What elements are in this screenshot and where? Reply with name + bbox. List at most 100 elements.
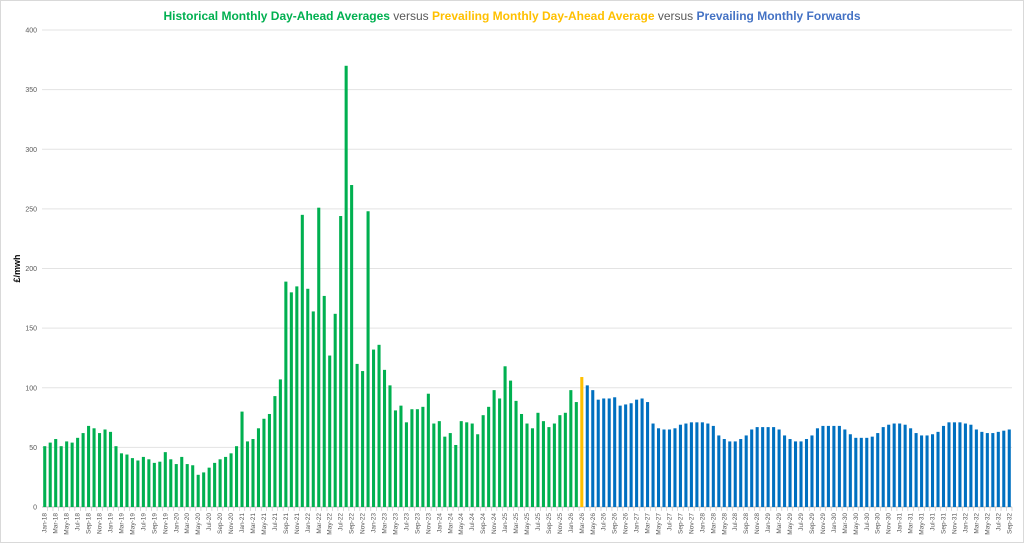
- x-tick-label: May-24: [458, 513, 465, 535]
- x-tick-label: Jan-26: [568, 513, 575, 533]
- bar: [108, 431, 113, 507]
- bar: [695, 422, 699, 507]
- x-tick-label: Nov-31: [951, 513, 958, 534]
- bar: [169, 459, 173, 507]
- bar: [788, 439, 792, 507]
- bar: [826, 425, 830, 507]
- bar: [640, 398, 644, 507]
- bar: [629, 403, 633, 507]
- x-tick-label: Sep-29: [809, 513, 816, 534]
- x-tick-label: Nov-23: [425, 513, 432, 534]
- x-tick-label: Jul-32: [995, 513, 1002, 531]
- bar: [366, 211, 370, 507]
- x-tick-label: Jan-25: [502, 513, 509, 533]
- bar: [361, 371, 365, 507]
- bar: [881, 427, 885, 507]
- bar: [119, 453, 123, 507]
- y-axis-label: £/mwh: [12, 254, 22, 282]
- bar: [859, 437, 863, 507]
- bar: [722, 439, 726, 507]
- bar: [377, 344, 381, 507]
- bar: [843, 429, 847, 507]
- bar: [114, 446, 118, 507]
- bar: [766, 427, 770, 507]
- x-tick-label: May-25: [524, 513, 531, 535]
- bar: [147, 459, 151, 507]
- x-tick-label: May-30: [853, 513, 860, 535]
- bar: [344, 65, 348, 508]
- bar: [322, 295, 326, 507]
- bar: [382, 369, 387, 507]
- bar: [503, 366, 507, 507]
- x-tick-label: Jul-24: [469, 513, 476, 531]
- bar: [481, 415, 485, 507]
- x-tick-label: Jul-30: [864, 513, 871, 531]
- x-tick-label: Nov-21: [294, 513, 301, 534]
- x-tick-label: Sep-31: [940, 513, 947, 534]
- x-tick-label: May-27: [656, 513, 663, 535]
- bar: [541, 421, 545, 507]
- x-tick-label: Jul-19: [140, 513, 147, 531]
- bar: [81, 433, 85, 507]
- x-tick-label: Sep-20: [217, 513, 224, 534]
- bar: [684, 423, 688, 507]
- x-tick-label: Mar-29: [776, 513, 783, 534]
- x-tick-label: Nov-28: [754, 513, 761, 534]
- title-part-3: versus: [654, 9, 697, 23]
- x-tick-label: Jan-20: [173, 513, 180, 533]
- bar: [558, 415, 562, 507]
- bar: [656, 428, 661, 507]
- bar: [185, 464, 189, 507]
- bar: [399, 405, 403, 507]
- bar: [317, 207, 321, 507]
- bar: [415, 409, 419, 507]
- bar: [498, 398, 502, 507]
- bar: [815, 428, 819, 507]
- bar: [388, 385, 392, 507]
- x-tick-label: Jan-24: [436, 513, 443, 533]
- x-tick-label: May-23: [392, 513, 399, 535]
- bar: [163, 452, 167, 507]
- bar: [744, 435, 748, 507]
- bar: [306, 288, 310, 507]
- bar: [854, 437, 858, 507]
- x-tick-label: Sep-21: [283, 513, 290, 534]
- x-tick-label: Mar-31: [908, 513, 915, 534]
- x-tick-label: Sep-25: [546, 513, 553, 534]
- x-tick-label: Nov-30: [886, 513, 893, 534]
- bar: [772, 427, 776, 507]
- bar: [646, 402, 650, 507]
- bar: [706, 423, 710, 507]
- x-tick-label: Jul-26: [601, 513, 608, 531]
- bar: [103, 429, 107, 507]
- bar: [295, 286, 299, 507]
- x-tick-label: May-18: [64, 513, 71, 535]
- bar: [728, 441, 732, 507]
- bar: [903, 424, 907, 507]
- bar: [465, 422, 469, 507]
- bar: [947, 422, 951, 507]
- x-tick-label: May-22: [327, 513, 334, 535]
- bar: [689, 422, 693, 507]
- bar: [448, 433, 452, 507]
- bar: [931, 434, 935, 507]
- bar: [59, 446, 63, 507]
- bar: [240, 411, 244, 507]
- bar: [969, 424, 973, 507]
- x-tick-label: Jul-18: [75, 513, 82, 531]
- bar: [793, 441, 798, 507]
- bar: [267, 413, 271, 507]
- bar: [799, 441, 803, 507]
- x-tick-label: Jul-23: [403, 513, 410, 531]
- bar: [832, 425, 836, 507]
- bar: [48, 442, 52, 507]
- x-tick-label: Jul-28: [732, 513, 739, 531]
- bar: [245, 441, 250, 507]
- bar: [426, 393, 430, 507]
- x-tick-label: May-26: [590, 513, 597, 535]
- bar: [963, 423, 967, 507]
- x-tick-label: Nov-27: [688, 513, 695, 534]
- bar: [936, 431, 940, 507]
- bar: [437, 421, 441, 507]
- bar: [262, 418, 266, 507]
